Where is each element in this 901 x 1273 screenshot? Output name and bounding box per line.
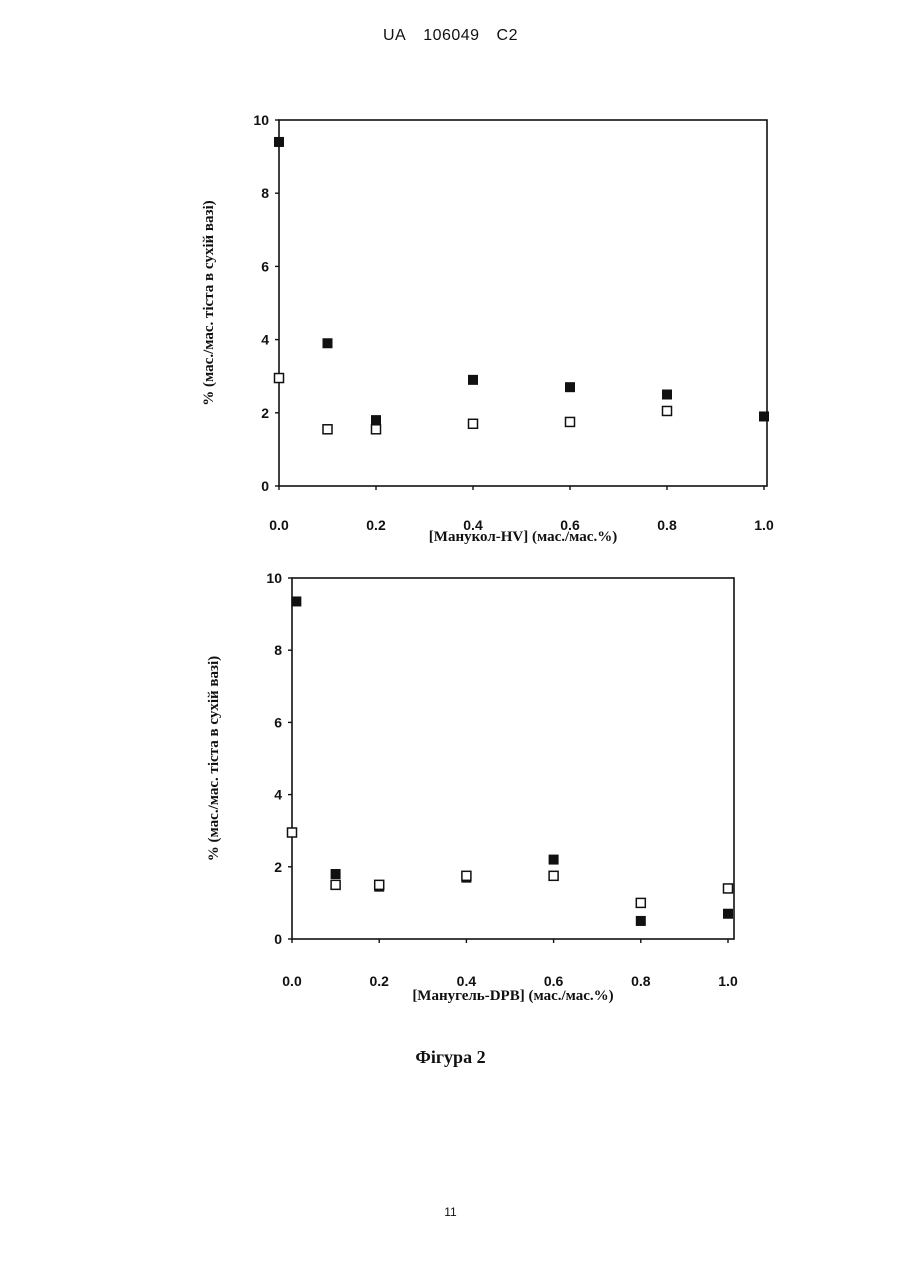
data-point-open	[288, 828, 297, 837]
x-tick-label: 0.4	[457, 973, 477, 989]
data-point-open	[462, 871, 471, 880]
y-tick-label: 2	[274, 859, 282, 875]
data-point-open	[375, 880, 384, 889]
x-axis-title: [Манугель-DPB] (мас./мас.%)	[412, 988, 613, 1004]
x-tick-label: 0.6	[544, 973, 564, 989]
y-tick-label: 6	[274, 714, 282, 730]
y-axis-title: % (мас./мас. тіста в сухій вазі)	[206, 656, 222, 861]
figure-caption: Фігура 2	[0, 1047, 901, 1068]
data-point-filled	[549, 855, 558, 864]
page-number: 11	[0, 1205, 901, 1219]
x-tick-label: 1.0	[718, 973, 738, 989]
chart-manugel: 0 2 4 6 8 10 0.0 0.2 0.4 0.6 0.8 1.0 [Манугель-DPB] …	[0, 0, 901, 1040]
y-tick-label: 0	[274, 931, 282, 947]
x-tick-label: 0.0	[282, 973, 302, 989]
plot-frame	[292, 578, 734, 939]
y-tick-label: 4	[274, 787, 282, 803]
data-point-open	[636, 898, 645, 907]
data-point-filled	[636, 916, 645, 925]
data-point-filled	[331, 870, 340, 879]
data-point-open	[331, 880, 340, 889]
data-point-open	[549, 871, 558, 880]
y-tick-label: 10	[266, 570, 282, 586]
data-point-filled	[292, 597, 301, 606]
y-tick-label: 8	[274, 642, 282, 658]
x-tick-label: 0.2	[369, 973, 389, 989]
data-point-filled	[724, 909, 733, 918]
data-point-open	[724, 884, 733, 893]
x-tick-label: 0.8	[631, 973, 651, 989]
